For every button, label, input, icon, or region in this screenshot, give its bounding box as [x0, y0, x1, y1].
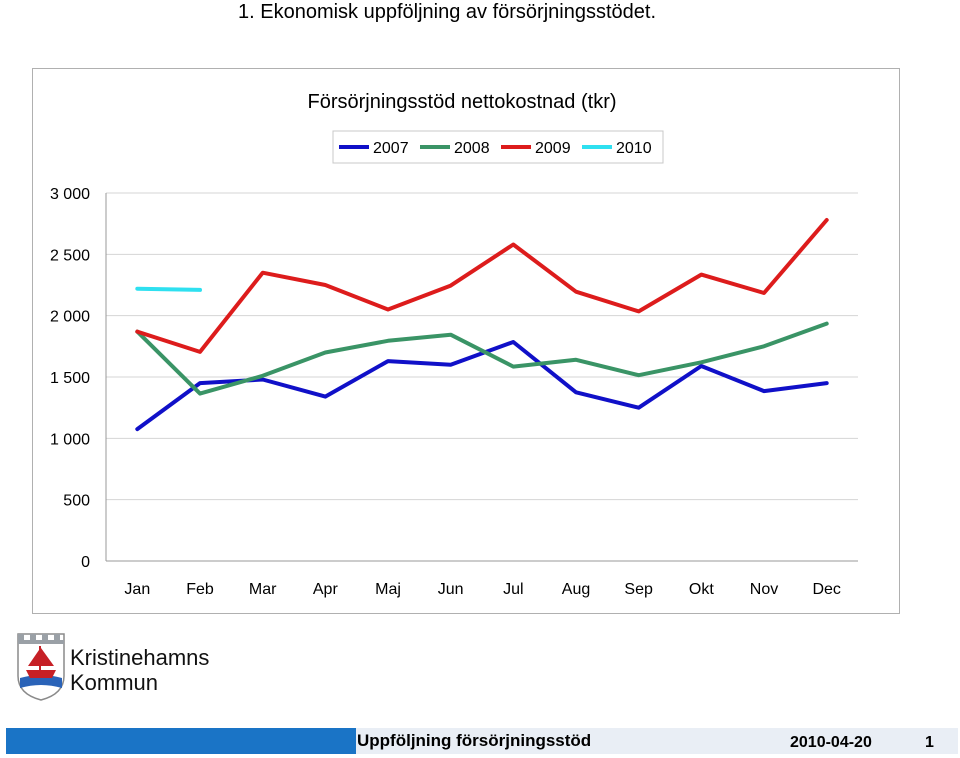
x-tick-label: Nov	[750, 581, 778, 598]
x-tick-label: Aug	[562, 581, 590, 598]
x-tick-label: Feb	[186, 581, 214, 598]
y-tick-label: 1 500	[50, 370, 90, 387]
chart-title: Försörjningsstöd nettokostnad (tkr)	[307, 91, 616, 113]
x-tick-label: Mar	[249, 581, 277, 598]
y-tick-label: 3 000	[50, 186, 90, 203]
series-line-2009	[135, 218, 829, 354]
x-tick-label: Jan	[124, 581, 150, 598]
x-tick-label: Jun	[438, 581, 464, 598]
footer-bar	[6, 728, 958, 754]
legend-label-2010: 2010	[616, 140, 652, 157]
y-tick-label: 2 500	[50, 247, 90, 264]
chart-container: Försörjningsstöd nettokostnad (tkr) 2007 2…	[32, 68, 900, 614]
footer-date: 2010-04-20	[790, 734, 872, 751]
line-chart: Försörjningsstöd nettokostnad (tkr) 2007 2…	[50, 91, 858, 598]
y-tick-label: 0	[81, 554, 90, 571]
legend-label-2009: 2009	[535, 140, 571, 157]
x-tick-label: Jul	[503, 581, 523, 598]
logo-line-2: Kommun	[70, 670, 159, 695]
x-tick-label: Dec	[812, 581, 840, 598]
y-tick-label: 1 000	[50, 431, 90, 448]
logo-wordmark: Kristinehamns Kommun	[70, 645, 209, 695]
legend-label-2008: 2008	[454, 140, 490, 157]
x-tick-label: Sep	[624, 581, 653, 598]
coat-of-arms-icon	[17, 633, 65, 701]
legend-label-2007: 2007	[373, 140, 409, 157]
logo-line-1: Kristinehamns	[70, 645, 210, 670]
x-tick-label: Apr	[313, 581, 339, 598]
x-tick-label: Maj	[375, 581, 401, 598]
x-tick-label: Okt	[689, 581, 714, 598]
footer-page-number: 1	[925, 734, 934, 751]
y-tick-label: 500	[63, 493, 90, 510]
y-tick-label: 2 000	[50, 309, 90, 326]
footer-title: Uppföljning försörjningsstöd	[357, 731, 592, 750]
series-line-2010	[135, 286, 202, 292]
page-heading: 1. Ekonomisk uppföljning av försörjnings…	[238, 1, 657, 23]
series-line-2008	[135, 321, 829, 396]
